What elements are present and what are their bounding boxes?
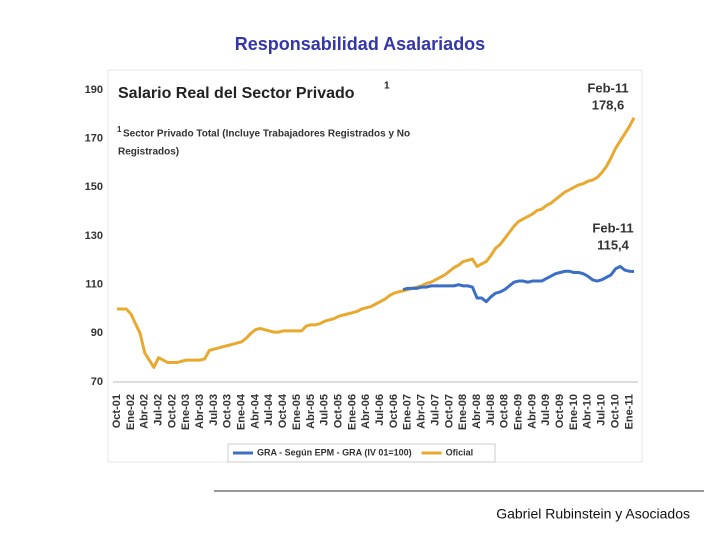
- x-tick-label: Ene-05: [291, 394, 303, 430]
- y-tick-label: 190: [85, 84, 103, 96]
- x-tick-label: Ene-08: [457, 394, 469, 430]
- x-tick-label: Oct-09: [554, 394, 566, 428]
- x-tick-label: Oct-07: [443, 394, 455, 428]
- x-tick-label: Jul-09: [540, 394, 552, 426]
- y-tick-label: 70: [91, 376, 103, 388]
- annotation-value: 115,4: [597, 237, 630, 252]
- x-tick-label: Jul-05: [319, 394, 331, 426]
- y-tick-label: 130: [85, 230, 103, 242]
- x-tick-label: Jul-02: [152, 394, 164, 426]
- chart-title: Salario Real del Sector Privado: [118, 85, 355, 102]
- footnote-marker: 1: [117, 125, 122, 134]
- annotation-label: Feb-11: [592, 220, 633, 235]
- x-tick-label: Abr-02: [139, 394, 151, 429]
- x-tick-label: Abr-10: [582, 394, 594, 429]
- x-tick-label: Oct-04: [277, 393, 289, 428]
- x-tick-label: Ene-03: [180, 394, 192, 430]
- y-tick-label: 90: [91, 327, 103, 339]
- annotation-label: Feb-11: [587, 80, 628, 95]
- x-tick-label: Ene-10: [568, 394, 580, 430]
- x-tick-label: Oct-08: [499, 394, 511, 428]
- x-tick-label: Abr-09: [526, 394, 538, 429]
- x-tick-label: Oct-10: [609, 394, 621, 428]
- x-tick-label: Ene-04: [236, 393, 248, 430]
- y-tick-label: 150: [85, 181, 103, 193]
- x-tick-label: Jul-04: [263, 393, 275, 426]
- x-tick-label: Abr-04: [249, 393, 261, 429]
- x-tick-label: Jul-10: [596, 394, 608, 426]
- footnote-line: Sector Privado Total (Incluye Trabajador…: [123, 129, 410, 140]
- legend-box: [227, 443, 496, 463]
- legend-label: Oficial: [446, 447, 474, 457]
- x-tick-label: Jul-08: [485, 394, 497, 426]
- x-tick-label: Ene-09: [513, 394, 525, 430]
- x-tick-label: Oct-02: [166, 394, 178, 428]
- x-tick-label: Abr-08: [471, 394, 483, 429]
- x-tick-label: Oct-05: [332, 394, 344, 428]
- x-tick-label: Ene-06: [346, 394, 358, 430]
- footer: Gabriel Rubinstein y Asociados: [496, 506, 690, 522]
- chart-frame: [107, 69, 643, 463]
- x-tick-label: Jul-06: [374, 394, 386, 426]
- slide-title: Responsabilidad Asalariados: [235, 34, 485, 54]
- series-line: [402, 264, 635, 304]
- series-line: [117, 117, 636, 369]
- x-tick-label: Abr-06: [360, 394, 372, 429]
- y-tick-label: 110: [85, 279, 103, 291]
- x-tick-label: Abr-03: [194, 394, 206, 429]
- x-tick-label: Ene-11: [623, 394, 635, 429]
- annotation-value: 178,6: [592, 97, 625, 112]
- y-tick-label: 170: [85, 133, 103, 145]
- x-tick-label: Oct-06: [388, 394, 400, 428]
- title-note-marker: 1: [384, 81, 390, 92]
- legend-label: GRA - Según EPM - GRA (IV 01=100): [257, 447, 412, 457]
- x-tick-label: Jul-07: [429, 394, 441, 426]
- x-tick-label: Oct-01: [111, 394, 123, 428]
- x-tick-label: Ene-02: [125, 394, 137, 430]
- footnote-line: Registrados): [118, 147, 179, 158]
- x-tick-label: Jul-03: [208, 394, 220, 426]
- x-tick-label: Abr-07: [416, 394, 428, 429]
- x-tick-label: Abr-05: [305, 394, 317, 429]
- x-tick-label: Oct-03: [222, 394, 234, 428]
- x-tick-label: Ene-07: [402, 394, 414, 430]
